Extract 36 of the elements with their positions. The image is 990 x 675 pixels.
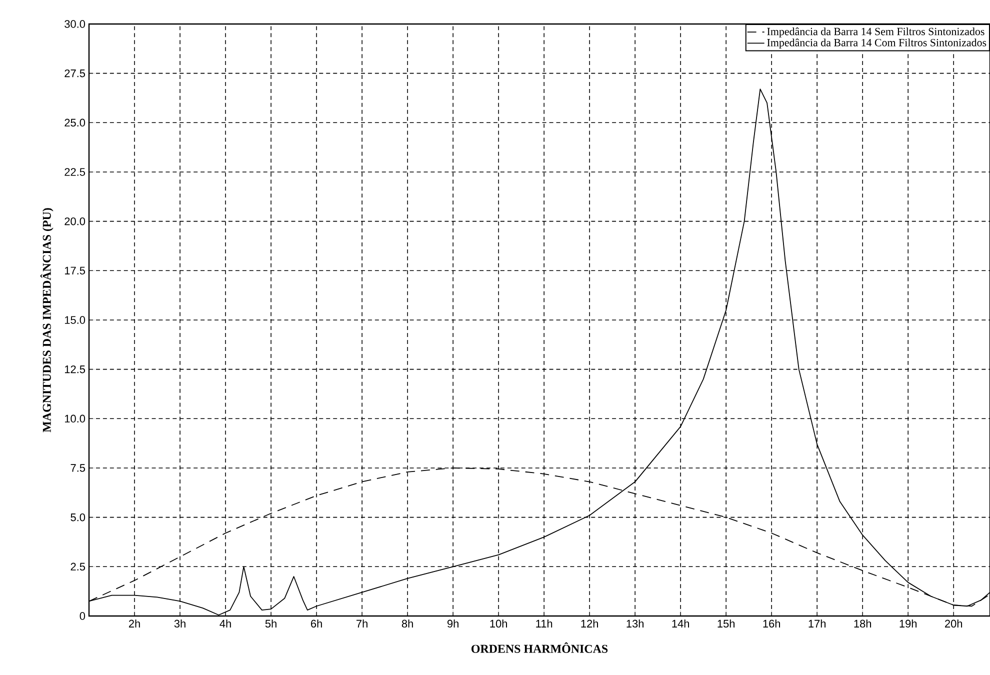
x-tick-label: 12h [581,620,598,628]
x-tick-label: 16h [763,620,780,628]
y-tick-label: 5.0 [70,513,86,522]
x-tick-label: 13h [626,620,644,628]
x-tick-label: 4h [220,620,231,628]
x-tick-label: 20h [945,620,962,628]
x-tick-label: 14h [672,620,689,628]
y-tick-label: 25.0 [64,118,86,127]
x-tick-label: 2h [128,620,140,628]
x-tick-label: 5h [265,620,276,628]
x-tick-label: 18h [854,620,872,628]
y-tick-label: 12.5 [64,365,86,374]
y-tick-label: 2.5 [70,562,86,571]
x-axis-title: ORDENS HARMÔNICAS [472,642,608,653]
y-tick-label: 27.5 [64,69,86,78]
x-tick-label: 7h [356,620,368,628]
y-axis-title: MAGNITUDES DAS IMPEDÂNCIAS (PU) [40,208,54,432]
y-tick-label: 22.5 [64,168,86,176]
y-tick-label: 17.5 [64,266,86,274]
y-tick-label: 30.0 [64,20,86,28]
x-tick-label: 19h [900,620,917,628]
legend-label: Impedância da Barra 14 Sem Filtros Sintonizados [767,27,984,38]
x-tick-label: 11h [536,620,552,628]
y-tick-label: 15.0 [64,316,86,324]
x-tick-label: 6h [311,620,322,628]
y-tick-label: 7.5 [70,464,86,472]
x-tick-label: 8h [402,620,413,628]
y-tick-label: 0 [80,612,86,620]
legend-label: Impedância da Barra 14 Com Filtros Sintonizados [767,38,986,49]
x-tick-label: 15h [718,620,734,628]
x-tick-label: 17h [808,620,826,628]
y-tick-label: 10.0 [64,414,86,423]
x-tick-label: 9h [447,620,458,628]
x-tick-label: 3h [174,620,186,628]
x-tick-label: 10h [490,620,507,628]
y-tick-label: 20.0 [64,217,86,226]
